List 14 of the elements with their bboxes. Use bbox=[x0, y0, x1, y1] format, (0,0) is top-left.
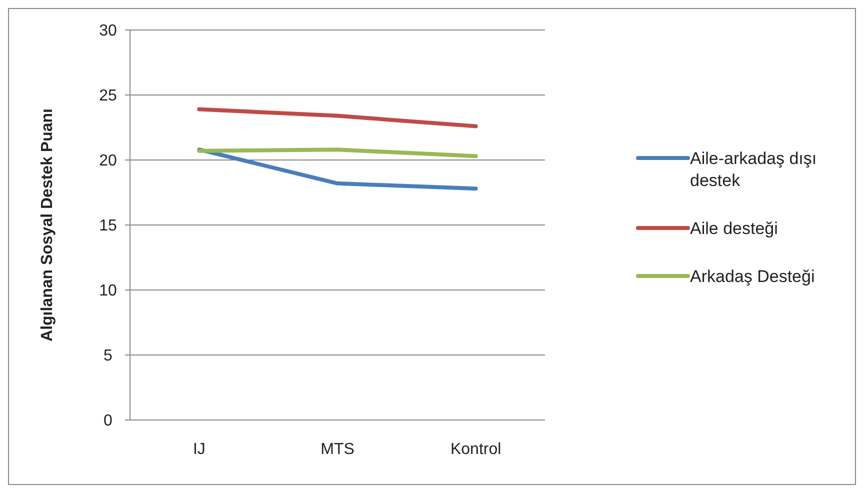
y-tick-label: 0 bbox=[104, 412, 113, 430]
y-tick-label: 5 bbox=[104, 348, 113, 365]
y-tick-label: 30 bbox=[99, 22, 117, 40]
x-tick-label: IJ bbox=[192, 441, 206, 458]
y-axis-title: Algılanan Sosyal Destek Puanı bbox=[39, 108, 56, 342]
legend-label: Aile desteği bbox=[690, 219, 778, 238]
y-tick-label: 25 bbox=[99, 88, 117, 105]
y-tick-label: 10 bbox=[99, 282, 117, 300]
x-tick-label: MTS bbox=[320, 441, 354, 458]
x-tick-label: Kontrol bbox=[450, 441, 502, 458]
y-tick-label: 15 bbox=[99, 218, 117, 235]
legend-label: Aile-arkadaş dışı destek bbox=[690, 149, 817, 190]
y-tick-label: 20 bbox=[99, 152, 117, 170]
legend-label: Arkadaş Desteği bbox=[690, 267, 815, 286]
